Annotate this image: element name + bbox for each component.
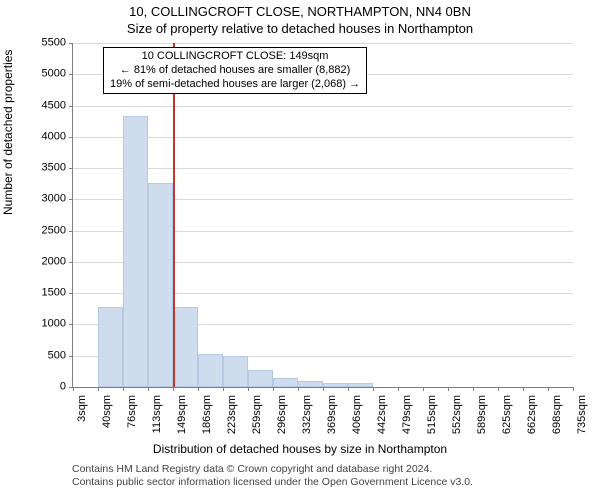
x-tick-label: 149sqm — [177, 395, 188, 445]
x-tick-mark — [273, 387, 274, 391]
y-tick-mark — [69, 168, 73, 169]
x-tick-label: 40sqm — [102, 395, 113, 445]
annotation-line-3: 19% of semi-detached houses are larger (… — [110, 77, 360, 91]
x-tick-mark — [448, 387, 449, 391]
x-tick-mark — [473, 387, 474, 391]
x-tick-label: 186sqm — [202, 395, 213, 445]
x-tick-label: 662sqm — [527, 395, 538, 445]
chart-title: 10, COLLINGCROFT CLOSE, NORTHAMPTON, NN4… — [0, 4, 600, 19]
x-tick-label: 296sqm — [277, 395, 288, 445]
annotation-box: 10 COLLINGCROFT CLOSE: 149sqm ← 81% of d… — [103, 47, 367, 94]
y-tick-mark — [69, 356, 73, 357]
x-tick-mark — [223, 387, 224, 391]
chart-container: 10, COLLINGCROFT CLOSE, NORTHAMPTON, NN4… — [0, 0, 600, 500]
histogram-bar — [348, 383, 373, 387]
y-tick-mark — [69, 74, 73, 75]
y-tick-mark — [69, 43, 73, 44]
x-tick-mark — [373, 387, 374, 391]
x-tick-label: 113sqm — [152, 395, 163, 445]
x-tick-mark — [423, 387, 424, 391]
y-tick-mark — [69, 293, 73, 294]
histogram-bar — [198, 354, 223, 387]
gridline — [73, 43, 573, 44]
x-tick-label: 552sqm — [452, 395, 463, 445]
footer: Contains HM Land Registry data © Crown c… — [72, 463, 473, 489]
x-tick-label: 442sqm — [377, 395, 388, 445]
y-tick-label: 2500 — [6, 225, 66, 236]
x-tick-mark — [323, 387, 324, 391]
x-tick-mark — [98, 387, 99, 391]
histogram-bar — [123, 116, 148, 387]
x-tick-mark — [73, 387, 74, 391]
x-tick-label: 332sqm — [302, 395, 313, 445]
y-tick-mark — [69, 324, 73, 325]
x-tick-label: 479sqm — [402, 395, 413, 445]
x-tick-mark — [523, 387, 524, 391]
y-tick-mark — [69, 106, 73, 107]
x-tick-label: 515sqm — [427, 395, 438, 445]
y-tick-mark — [69, 137, 73, 138]
x-tick-label: 3sqm — [77, 395, 88, 445]
y-tick-label: 5500 — [6, 38, 66, 49]
footer-line-2: Contains public sector information licen… — [72, 476, 473, 489]
plot-area: 10 COLLINGCROFT CLOSE: 149sqm ← 81% of d… — [72, 43, 573, 388]
y-tick-label: 500 — [6, 350, 66, 361]
y-tick-label: 0 — [6, 382, 66, 393]
x-tick-label: 589sqm — [477, 395, 488, 445]
x-tick-label: 259sqm — [252, 395, 263, 445]
x-tick-label: 735sqm — [577, 395, 588, 445]
histogram-bar — [273, 378, 298, 387]
x-tick-mark — [123, 387, 124, 391]
x-tick-mark — [148, 387, 149, 391]
y-tick-mark — [69, 262, 73, 263]
x-tick-mark — [248, 387, 249, 391]
y-tick-label: 3000 — [6, 194, 66, 205]
y-tick-mark — [69, 199, 73, 200]
gridline — [73, 106, 573, 107]
x-tick-label: 369sqm — [327, 395, 338, 445]
y-tick-mark — [69, 231, 73, 232]
x-tick-mark — [348, 387, 349, 391]
annotation-line-1: 10 COLLINGCROFT CLOSE: 149sqm — [110, 49, 360, 63]
annotation-line-2: ← 81% of detached houses are smaller (8,… — [110, 63, 360, 77]
y-tick-label: 1000 — [6, 319, 66, 330]
x-tick-label: 698sqm — [552, 395, 563, 445]
x-tick-mark — [573, 387, 574, 391]
x-tick-mark — [298, 387, 299, 391]
y-tick-label: 4000 — [6, 131, 66, 142]
x-tick-label: 406sqm — [352, 395, 363, 445]
histogram-bar — [223, 356, 248, 387]
y-tick-label: 1500 — [6, 288, 66, 299]
y-tick-label: 3500 — [6, 163, 66, 174]
x-tick-label: 223sqm — [227, 395, 238, 445]
histogram-bar — [248, 370, 273, 388]
chart-subtitle: Size of property relative to detached ho… — [0, 21, 600, 36]
x-tick-mark — [398, 387, 399, 391]
x-tick-label: 76sqm — [127, 395, 138, 445]
histogram-bar — [148, 183, 173, 387]
x-tick-mark — [548, 387, 549, 391]
y-tick-label: 5000 — [6, 69, 66, 80]
y-tick-label: 4500 — [6, 100, 66, 111]
histogram-bar — [173, 307, 198, 387]
marker-line — [173, 43, 175, 387]
gridline — [73, 168, 573, 169]
histogram-bar — [298, 381, 323, 387]
histogram-bar — [323, 383, 348, 387]
y-tick-label: 2000 — [6, 256, 66, 267]
x-tick-label: 625sqm — [502, 395, 513, 445]
x-tick-mark — [173, 387, 174, 391]
x-tick-mark — [198, 387, 199, 391]
gridline — [73, 137, 573, 138]
x-tick-mark — [498, 387, 499, 391]
histogram-bar — [98, 307, 123, 387]
footer-line-1: Contains HM Land Registry data © Crown c… — [72, 463, 473, 476]
